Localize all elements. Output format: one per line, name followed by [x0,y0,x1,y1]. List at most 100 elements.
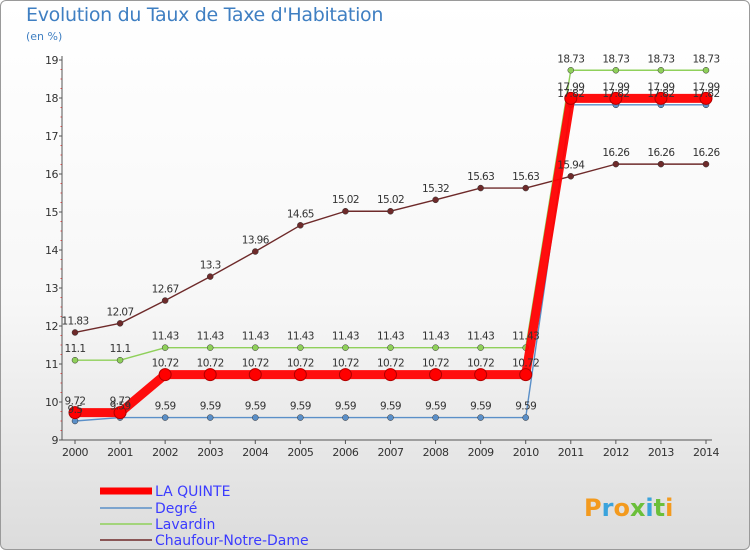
data-point [477,344,484,351]
data-label: 11.43 [242,331,269,343]
data-point [71,356,79,364]
y-tick-label: 19 [45,54,58,67]
legend-label: LA QUINTE [155,484,230,500]
series-layer [68,67,713,425]
series-line [74,69,707,361]
data-point [252,248,259,255]
data-point [474,368,488,382]
data-point [384,368,397,382]
data-label: 10.72 [152,358,179,370]
data-label: 9.59 [155,401,176,413]
data-point [203,368,217,382]
data-label: 15.94 [557,159,585,171]
data-label: 11.43 [152,331,179,343]
data-point [522,184,529,192]
unit-label: (en %) [26,30,63,43]
data-point [567,67,575,74]
data-point [657,160,665,168]
data-point [342,344,349,351]
chart-title: Evolution du Taux de Taxe d'Habitation [26,4,384,26]
data-point [387,207,394,215]
data-point [387,344,394,351]
y-tick-label: 15 [45,206,58,219]
data-label: 9.72 [65,396,86,408]
x-tick-label: 2001 [107,446,133,459]
data-label: 16.26 [602,147,630,159]
data-label: 11.43 [467,331,494,343]
data-point [297,222,304,229]
data-point [116,356,124,364]
data-point [612,160,620,168]
data-label: 18.73 [647,53,674,65]
data-point [116,320,124,327]
data-point [432,344,439,351]
data-label: 17.99 [602,81,629,93]
data-label: 10.72 [197,358,224,370]
data-label: 17.99 [692,81,719,93]
data-label: 11.43 [512,331,539,343]
y-tick-label: 11 [45,358,58,371]
data-label: 11.1 [110,343,131,355]
data-point [699,91,713,105]
y-tick-label: 14 [45,244,58,257]
data-label: 15.63 [512,171,539,183]
data-label: 13.96 [242,235,270,247]
data-point [702,67,710,74]
data-label: 15.63 [467,171,494,183]
data-label: 9.59 [245,401,266,413]
data-point [477,184,484,192]
data-label: 11.83 [61,315,88,327]
x-tick-label: 2012 [603,446,629,459]
data-point [387,414,394,421]
data-point [252,414,259,421]
data-point [68,406,82,420]
data-label: 18.73 [602,53,629,65]
data-point [342,207,349,215]
data-label: 18.73 [692,53,719,65]
data-label: 10.72 [422,358,449,370]
data-label: 9.59 [200,401,221,413]
data-point [429,368,443,382]
data-label: 9.72 [110,396,131,408]
data-point [609,91,623,105]
data-label: 13.3 [200,260,221,272]
data-label: 17.82 [602,88,629,100]
data-point [206,344,214,351]
y-axis: 9 10 11 12 13 14 15 16 17 18 19 [45,54,63,447]
data-label: 15.02 [332,194,359,206]
data-point [297,344,304,351]
data-label: 18.73 [557,53,584,65]
data-label: 9.5 [68,404,83,416]
data-label: 9.59 [470,401,491,413]
data-label: 9.59 [335,401,356,413]
x-tick-label: 2002 [152,446,178,459]
data-label: 17.82 [647,88,674,100]
data-point [158,368,172,382]
data-point [432,414,439,421]
x-tick-label: 2005 [287,446,313,459]
legend-label: Chaufour-Notre-Dame [155,533,309,549]
data-label: 16.26 [647,147,675,159]
data-point [567,173,575,180]
x-tick-label: 2009 [468,446,494,459]
x-tick-label: 2006 [332,446,358,459]
data-point [702,160,710,168]
y-tick-label: 18 [45,92,58,105]
x-tick-label: 2014 [693,446,719,459]
data-label: 10.72 [467,358,494,370]
data-label: 9.59 [515,401,536,413]
data-point [477,414,484,421]
data-point [338,368,352,382]
data-label: 9.59 [110,401,131,413]
data-label: 14.65 [287,208,314,220]
logo-text: Proxiti [584,494,673,522]
x-tick-label: 2010 [513,446,539,459]
data-point [293,368,307,382]
data-label: 10.72 [512,358,539,370]
data-label: 12.07 [107,306,134,318]
data-point [206,273,214,280]
data-label: 12.67 [152,284,179,296]
data-label: 10.72 [242,358,269,370]
